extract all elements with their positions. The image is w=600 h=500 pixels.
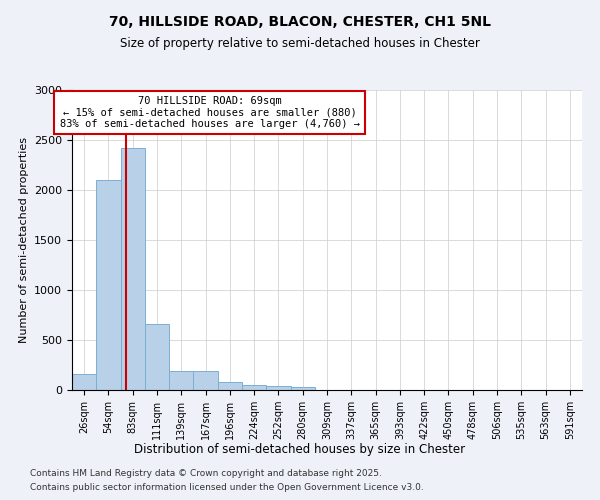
Text: Contains HM Land Registry data © Crown copyright and database right 2025.: Contains HM Land Registry data © Crown c…: [30, 468, 382, 477]
Bar: [193, 370, 218, 390]
Text: Size of property relative to semi-detached houses in Chester: Size of property relative to semi-detach…: [120, 38, 480, 51]
Text: Distribution of semi-detached houses by size in Chester: Distribution of semi-detached houses by …: [134, 442, 466, 456]
Bar: [266, 386, 290, 390]
Bar: [145, 324, 169, 390]
Bar: [169, 370, 193, 390]
Bar: [121, 148, 145, 390]
Text: 70 HILLSIDE ROAD: 69sqm
← 15% of semi-detached houses are smaller (880)
83% of s: 70 HILLSIDE ROAD: 69sqm ← 15% of semi-de…: [60, 96, 360, 129]
Bar: [72, 374, 96, 390]
Bar: [290, 387, 315, 390]
Text: Contains public sector information licensed under the Open Government Licence v3: Contains public sector information licen…: [30, 484, 424, 492]
Text: 70, HILLSIDE ROAD, BLACON, CHESTER, CH1 5NL: 70, HILLSIDE ROAD, BLACON, CHESTER, CH1 …: [109, 15, 491, 29]
Bar: [242, 384, 266, 390]
Y-axis label: Number of semi-detached properties: Number of semi-detached properties: [19, 137, 29, 343]
Bar: [96, 180, 121, 390]
Bar: [218, 382, 242, 390]
